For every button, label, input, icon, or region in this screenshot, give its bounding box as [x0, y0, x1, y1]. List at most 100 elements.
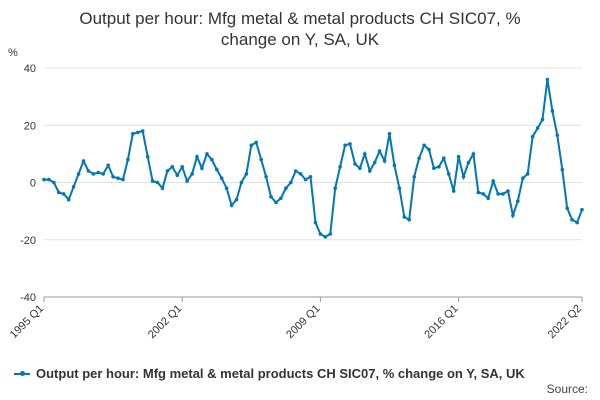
- data-point[interactable]: [106, 163, 110, 168]
- data-point[interactable]: [239, 180, 244, 185]
- data-point[interactable]: [57, 190, 61, 195]
- data-point[interactable]: [76, 172, 81, 176]
- data-point[interactable]: [363, 152, 367, 156]
- data-point[interactable]: [66, 197, 71, 202]
- data-point[interactable]: [343, 143, 347, 148]
- data-point[interactable]: [481, 192, 486, 196]
- data-point[interactable]: [516, 199, 520, 203]
- data-point[interactable]: [249, 143, 254, 148]
- data-point[interactable]: [550, 109, 555, 113]
- data-point[interactable]: [412, 175, 417, 179]
- data-point[interactable]: [525, 172, 530, 176]
- data-point[interactable]: [545, 77, 550, 82]
- data-point[interactable]: [244, 172, 249, 176]
- data-point[interactable]: [427, 147, 431, 152]
- data-point[interactable]: [446, 172, 451, 176]
- data-point[interactable]: [259, 157, 264, 162]
- data-point[interactable]: [368, 169, 372, 173]
- data-point[interactable]: [210, 157, 214, 162]
- data-point[interactable]: [215, 167, 219, 172]
- data-point[interactable]: [284, 186, 288, 190]
- data-point[interactable]: [530, 134, 535, 139]
- data-point[interactable]: [126, 157, 130, 162]
- data-point[interactable]: [116, 176, 120, 180]
- data-point[interactable]: [486, 196, 491, 200]
- data-point[interactable]: [136, 130, 140, 135]
- data-point[interactable]: [61, 192, 66, 196]
- data-point[interactable]: [47, 177, 51, 182]
- data-point[interactable]: [417, 156, 421, 160]
- data-point[interactable]: [274, 200, 278, 205]
- data-point[interactable]: [185, 179, 189, 183]
- data-point[interactable]: [565, 206, 569, 211]
- data-point[interactable]: [353, 162, 357, 166]
- data-point[interactable]: [570, 217, 574, 222]
- data-point[interactable]: [511, 213, 515, 218]
- data-point[interactable]: [205, 152, 209, 156]
- data-point[interactable]: [471, 152, 476, 156]
- data-point[interactable]: [195, 154, 199, 159]
- data-point[interactable]: [333, 186, 338, 190]
- data-point[interactable]: [155, 180, 160, 185]
- data-point[interactable]: [180, 165, 184, 169]
- data-point[interactable]: [165, 169, 170, 173]
- data-point[interactable]: [442, 156, 446, 160]
- data-point[interactable]: [432, 166, 436, 170]
- data-point[interactable]: [323, 235, 328, 239]
- data-point[interactable]: [377, 149, 382, 153]
- data-point[interactable]: [506, 189, 510, 193]
- data-point[interactable]: [407, 217, 412, 222]
- data-point[interactable]: [96, 170, 101, 175]
- data-point[interactable]: [313, 220, 318, 225]
- data-point[interactable]: [86, 169, 91, 173]
- data-point[interactable]: [111, 175, 115, 179]
- data-point[interactable]: [338, 165, 342, 169]
- data-point[interactable]: [71, 185, 76, 189]
- data-point[interactable]: [491, 179, 496, 183]
- data-point[interactable]: [437, 165, 441, 169]
- data-point[interactable]: [451, 189, 456, 193]
- data-point[interactable]: [540, 117, 545, 122]
- data-point[interactable]: [456, 154, 461, 159]
- data-point[interactable]: [229, 203, 234, 208]
- data-point[interactable]: [121, 177, 125, 182]
- data-point[interactable]: [298, 172, 303, 176]
- data-point[interactable]: [160, 186, 165, 190]
- data-point[interactable]: [466, 160, 471, 165]
- data-point[interactable]: [219, 176, 224, 180]
- data-point[interactable]: [101, 172, 105, 176]
- data-point[interactable]: [131, 132, 135, 136]
- data-point[interactable]: [42, 177, 46, 182]
- data-point[interactable]: [81, 159, 86, 163]
- data-point[interactable]: [200, 166, 204, 170]
- data-point[interactable]: [580, 207, 584, 212]
- data-point[interactable]: [575, 220, 579, 225]
- data-point[interactable]: [392, 163, 397, 168]
- data-point[interactable]: [402, 215, 407, 219]
- data-point[interactable]: [234, 197, 239, 202]
- data-point[interactable]: [308, 175, 313, 179]
- data-point[interactable]: [293, 169, 298, 173]
- data-point[interactable]: [279, 196, 283, 200]
- data-point[interactable]: [555, 133, 560, 138]
- data-point[interactable]: [170, 165, 175, 169]
- data-point[interactable]: [382, 159, 387, 163]
- data-point[interactable]: [91, 172, 96, 176]
- data-point[interactable]: [190, 172, 194, 176]
- data-point[interactable]: [175, 173, 180, 178]
- data-point[interactable]: [560, 167, 565, 172]
- data-point[interactable]: [358, 166, 362, 170]
- data-point[interactable]: [303, 177, 308, 182]
- data-point[interactable]: [372, 160, 377, 165]
- data-point[interactable]: [269, 195, 273, 199]
- data-point[interactable]: [422, 143, 426, 148]
- data-point[interactable]: [348, 142, 352, 146]
- legend[interactable]: Output per hour: Mfg metal & metal produ…: [14, 366, 525, 381]
- data-point[interactable]: [140, 129, 145, 133]
- data-point[interactable]: [318, 232, 323, 236]
- data-point[interactable]: [397, 186, 402, 190]
- data-point[interactable]: [387, 132, 392, 136]
- data-point[interactable]: [501, 192, 505, 196]
- data-point[interactable]: [328, 232, 333, 236]
- data-point[interactable]: [52, 180, 56, 185]
